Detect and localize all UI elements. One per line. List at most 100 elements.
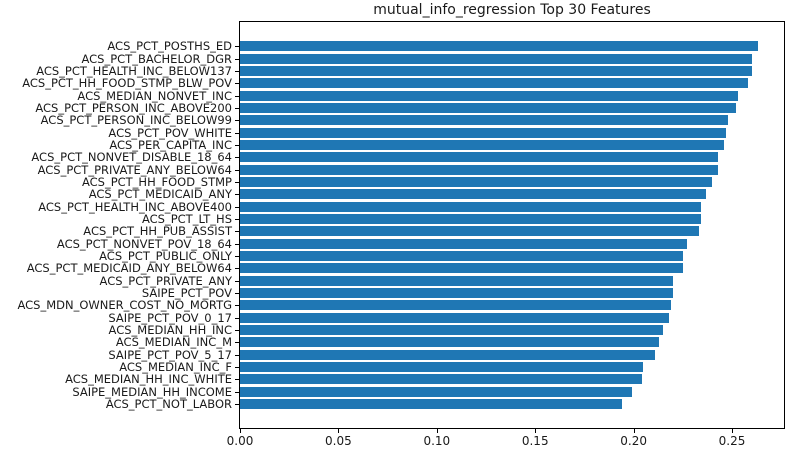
y-tick-label: SAIPE_MEDIAN_HH_INCOME [72,384,232,399]
y-tick-label: ACS_PCT_HH_FOOD_STMP [81,174,232,189]
bar-acs_pct_health_inc_below137 [240,65,752,76]
y-tick-label: ACS_MEDIAN_HH_INC [108,322,232,337]
y-tick-mark [235,157,239,159]
y-tick-label: ACS_PCT_HEALTH_INC_BELOW137 [36,63,232,78]
y-tick-mark [235,107,239,109]
bar-acs_pct_medicaid_any [240,189,707,200]
y-tick-label: SAIPE_PCT_POV_0_17 [108,310,232,325]
y-tick-label: SAIPE_PCT_POV_5_17 [108,347,232,362]
y-tick-label: ACS_PCT_NOT_LABOR [105,396,232,411]
x-tick-label: 0.00 [226,434,254,448]
y-tick-label: ACS_PCT_POSTHS_ED [107,39,232,54]
bar-acs_per_capita_inc [240,139,725,150]
y-tick-label: ACS_PCT_PUBLIC_ONLY [99,248,232,263]
bar-acs_pct_hh_food_stmp [240,176,713,187]
bar-acs_pct_person_inc_above200 [240,102,736,113]
y-tick-mark [235,144,239,146]
y-tick-label: ACS_PCT_PRIVATE_ANY [99,273,232,288]
y-tick-mark [235,329,239,331]
bar-acs_pct_hh_pub_assist [240,226,699,237]
bar-acs_median_inc_f [240,361,644,372]
y-tick-mark [235,70,239,72]
y-tick-mark [235,317,239,319]
y-tick-label: ACS_MEDIAN_HH_INC_WHITE [65,372,232,387]
y-tick-label: ACS_PER_CAPITA_INC [109,137,232,152]
y-tick-label: ACS_MEDIAN_INC_M [115,335,232,350]
bar-acs_pct_not_labor [240,398,622,409]
y-tick-mark [235,120,239,122]
bar-saipe_pct_pov_5_17 [240,349,656,360]
x-tick-mark [240,429,241,433]
y-tick-mark [235,243,239,245]
y-tick-label: ACS_PCT_PERSON_INC_ABOVE200 [35,100,232,115]
y-tick-label: ACS_MEDIAN_NONVET_INC [77,88,232,103]
bar-acs_pct_hh_food_stmp_blw_pov [240,78,748,89]
bar-acs_pct_private_any_below64 [240,164,719,175]
y-tick-label: ACS_PCT_HH_FOOD_STMP_BLW_POV [22,76,232,91]
bar-acs_pct_nonvet_pov_18_64 [240,238,687,249]
x-tick-mark [338,429,340,433]
y-tick-label: ACS_PCT_HEALTH_INC_ABOVE400 [38,199,232,214]
bar-acs_median_nonvet_inc [240,90,738,101]
x-tick-label: 0.10 [423,434,451,448]
y-tick-label: ACS_PCT_NONVET_DISABLE_18_64 [31,150,232,165]
x-tick-mark [732,429,734,433]
y-tick-label: ACS_PCT_MEDICAID_ANY_BELOW64 [26,261,232,276]
y-tick-mark [235,268,239,270]
y-tick-mark [235,231,239,233]
y-tick-mark [235,194,239,196]
y-tick-mark [235,169,239,171]
x-tick-label: 0.20 [620,434,647,448]
bar-acs_pct_bachelor_dgr [240,53,752,64]
y-tick-mark [235,403,239,405]
x-tick-mark [436,429,438,433]
bar-acs_pct_medicaid_any_below64 [240,263,683,274]
bar-acs_pct_nonvet_disable_18_64 [240,152,719,163]
y-tick-mark [235,132,239,134]
bar-saipe_pct_pov_0_17 [240,312,670,323]
y-tick-mark [235,218,239,220]
y-tick-mark [235,391,239,393]
bar-acs_pct_health_inc_above400 [240,201,701,212]
y-tick-mark [235,379,239,381]
y-tick-label: ACS_PCT_MEDICAID_ANY [88,187,232,202]
bar-acs_mdn_owner_cost_no_mortg [240,300,672,311]
x-tick-label: 0.15 [521,434,549,448]
x-tick-mark [535,429,537,433]
bar-acs_pct_lt_hs [240,213,701,224]
bar-acs_median_inc_m [240,337,660,348]
y-tick-mark [235,366,239,368]
y-tick-mark [235,206,239,208]
y-tick-mark [235,292,239,294]
chart-title: mutual_info_regression Top 30 Features [373,2,651,18]
y-tick-mark [235,342,239,344]
y-tick-label: ACS_PCT_LT_HS [141,211,232,226]
y-tick-label: ACS_PCT_PRIVATE_ANY_BELOW64 [37,162,232,177]
bar-acs_median_hh_inc [240,324,664,335]
bar-saipe_pct_pov [240,287,673,298]
plot-area [239,21,785,429]
y-tick-mark [235,83,239,85]
y-tick-mark [235,354,239,356]
bar-acs_median_hh_inc_white [240,374,642,385]
y-tick-mark [235,95,239,97]
bar-acs_pct_private_any [240,275,673,286]
y-tick-label: ACS_PCT_PERSON_INC_BELOW99 [40,113,232,128]
y-tick-mark [235,58,239,60]
bar-saipe_median_hh_income [240,386,632,397]
y-tick-label: ACS_PCT_NONVET_POV_18_64 [56,236,232,251]
y-tick-label: SAIPE_PCT_POV [141,285,232,300]
y-tick-label: ACS_MEDIAN_INC_F [119,359,232,374]
y-tick-label: ACS_PCT_BACHELOR_DGR [81,51,232,66]
bar-acs_pct_posths_ed [240,41,758,52]
y-tick-label: ACS_PCT_HH_PUB_ASSIST [83,224,232,239]
y-tick-mark [235,181,239,183]
bar-acs_pct_pov_white [240,127,727,138]
y-tick-mark [235,280,239,282]
y-tick-mark [235,255,239,257]
x-tick-label: 0.25 [718,434,746,448]
x-tick-mark [633,429,635,433]
bar-acs_pct_public_only [240,250,683,261]
y-tick-label: ACS_PCT_POV_WHITE [108,125,232,140]
